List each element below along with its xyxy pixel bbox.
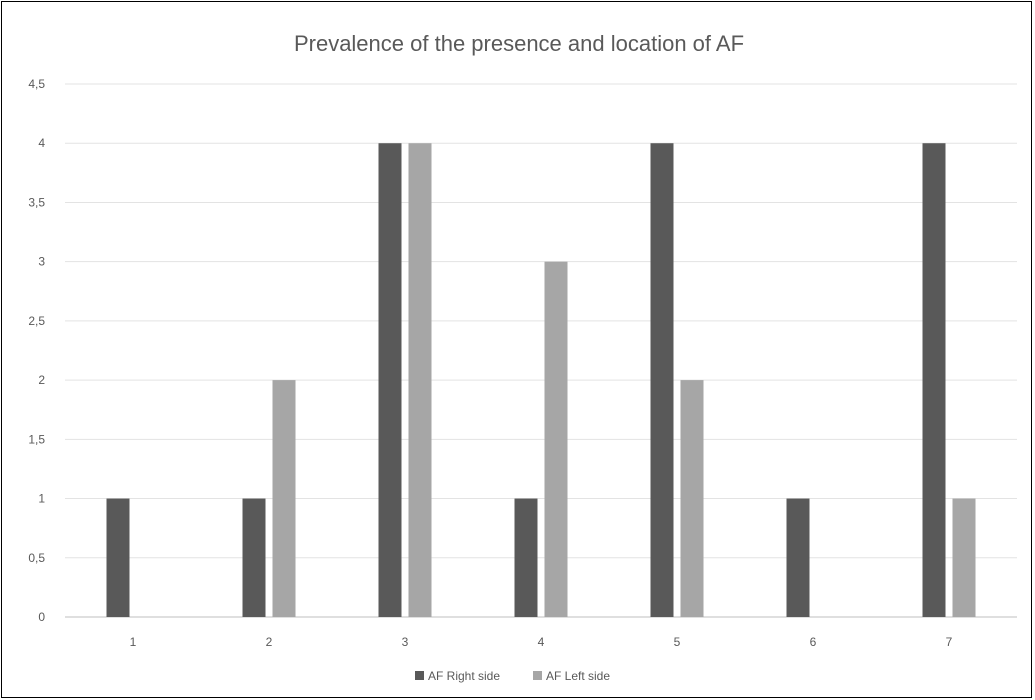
x-tick-label: 1 xyxy=(130,635,137,649)
legend: AF Right side AF Left side xyxy=(415,669,610,683)
y-tick-label: 1 xyxy=(38,492,45,506)
y-tick-label: 0,5 xyxy=(28,551,45,565)
y-tick-label: 0 xyxy=(38,610,45,624)
bar-left-4 xyxy=(544,261,568,617)
bar-right-4 xyxy=(514,498,538,617)
bar-right-2 xyxy=(242,498,266,617)
legend-swatch xyxy=(415,671,424,680)
legend-swatch xyxy=(533,671,542,680)
bar-right-7 xyxy=(922,143,946,617)
bar-right-1 xyxy=(106,498,130,617)
y-tick-label: 4 xyxy=(38,136,45,150)
bar-left-3 xyxy=(408,143,432,617)
x-tick-label: 7 xyxy=(946,635,953,649)
y-tick-label: 4,5 xyxy=(28,77,45,91)
y-tick-label: 3,5 xyxy=(28,195,45,209)
bar-left-5 xyxy=(680,380,704,617)
y-axis-ticks: 0 0,5 1 1,5 2 2,5 3 3,5 4 4,5 xyxy=(28,77,45,624)
bar-left-7 xyxy=(952,498,976,617)
y-tick-label: 3 xyxy=(38,255,45,269)
bar-right-5 xyxy=(650,143,674,617)
x-tick-label: 2 xyxy=(266,635,273,649)
bar-right-3 xyxy=(378,143,402,617)
x-tick-label: 6 xyxy=(810,635,817,649)
x-tick-label: 3 xyxy=(402,635,409,649)
bars xyxy=(106,143,976,617)
bar-left-2 xyxy=(272,380,296,617)
y-tick-label: 2,5 xyxy=(28,314,45,328)
y-tick-label: 2 xyxy=(38,373,45,387)
gridlines xyxy=(65,83,1017,618)
bar-right-6 xyxy=(786,498,810,617)
legend-label: AF Right side xyxy=(428,669,500,683)
legend-label: AF Left side xyxy=(546,669,610,683)
y-tick-label: 1,5 xyxy=(28,432,45,446)
chart-title: Prevalence of the presence and location … xyxy=(294,31,744,56)
x-tick-label: 5 xyxy=(674,635,681,649)
x-tick-label: 4 xyxy=(538,635,545,649)
x-axis-ticks: 1 2 3 4 5 6 7 xyxy=(130,635,953,649)
